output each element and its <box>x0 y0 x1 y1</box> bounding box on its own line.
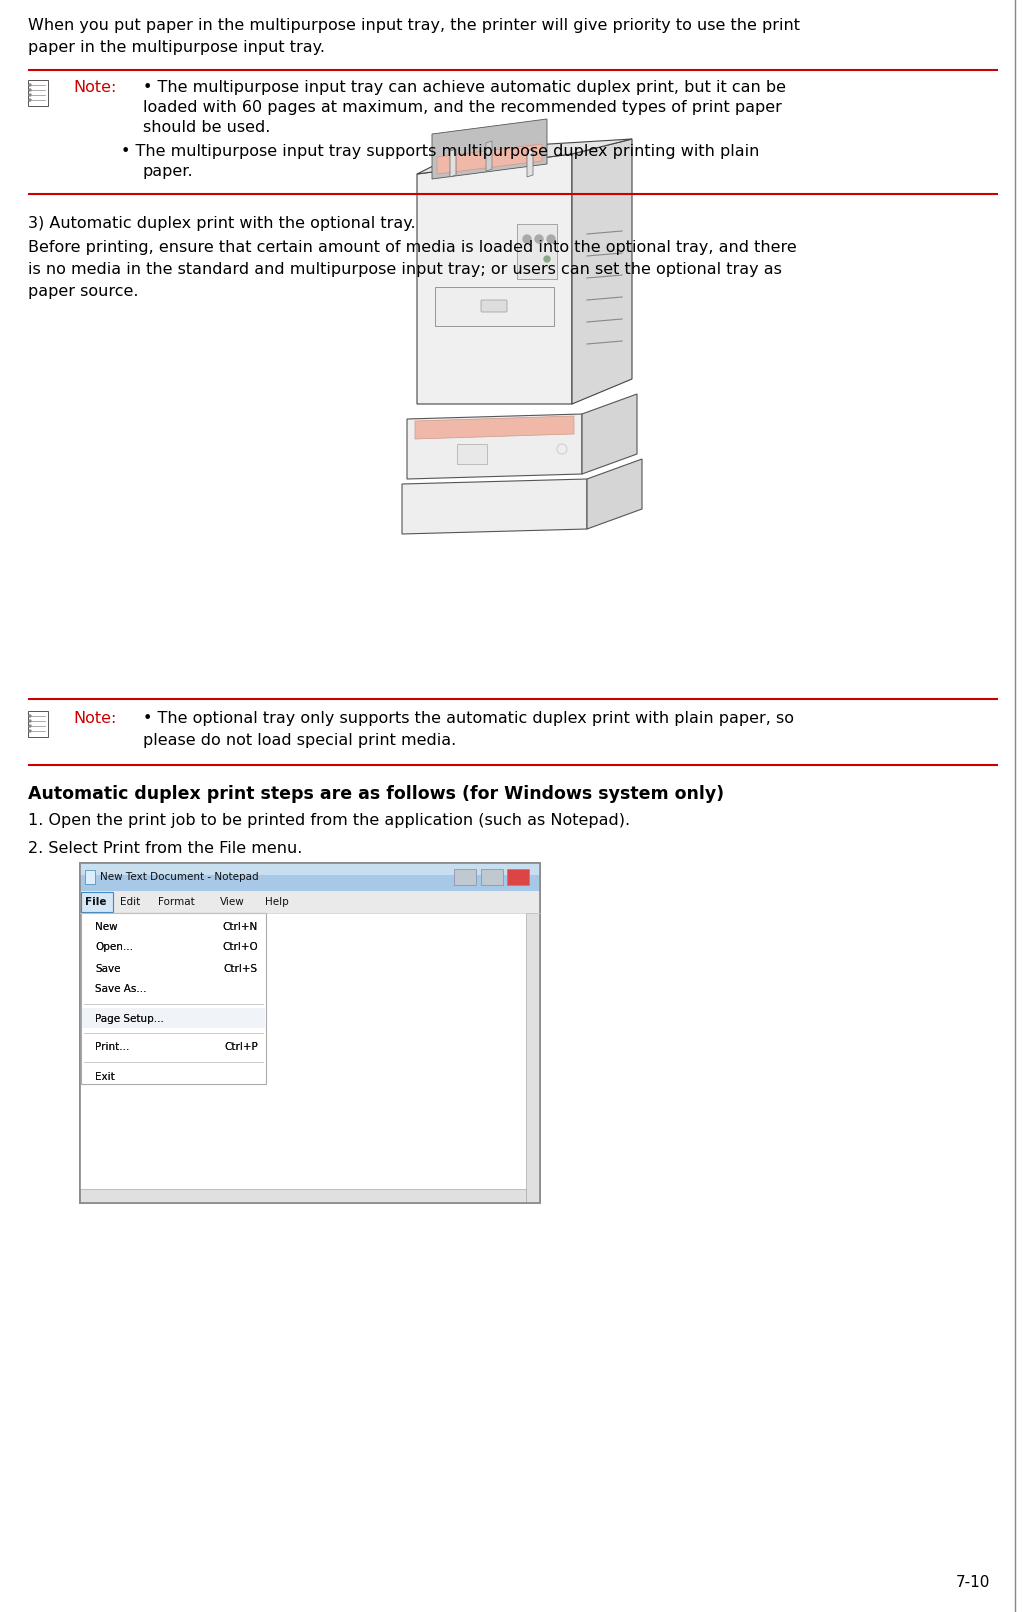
FancyBboxPatch shape <box>457 443 487 464</box>
Circle shape <box>29 98 31 102</box>
Text: 1. Open the print job to be printed from the application (such as Notepad).: 1. Open the print job to be printed from… <box>28 812 630 829</box>
Circle shape <box>29 725 31 727</box>
Text: When you put paper in the multipurpose input tray, the printer will give priorit: When you put paper in the multipurpose i… <box>28 18 800 32</box>
FancyBboxPatch shape <box>28 81 48 106</box>
FancyBboxPatch shape <box>81 912 266 1083</box>
FancyBboxPatch shape <box>435 287 554 326</box>
FancyBboxPatch shape <box>80 862 540 1203</box>
Text: Save: Save <box>95 964 120 974</box>
Circle shape <box>535 235 543 243</box>
Text: 7-10: 7-10 <box>956 1575 990 1589</box>
Text: Open...: Open... <box>95 943 133 953</box>
Text: paper source.: paper source. <box>28 284 139 298</box>
Polygon shape <box>417 155 572 405</box>
Text: should be used.: should be used. <box>143 119 270 135</box>
Polygon shape <box>572 139 632 405</box>
Circle shape <box>29 730 31 732</box>
Text: Note:: Note: <box>73 711 116 725</box>
Text: please do not load special print media.: please do not load special print media. <box>143 733 456 748</box>
Text: View: View <box>220 896 245 908</box>
FancyBboxPatch shape <box>85 870 95 883</box>
Text: Help: Help <box>265 896 289 908</box>
Text: Ctrl+O: Ctrl+O <box>222 943 258 953</box>
Text: Page Setup...: Page Setup... <box>95 1014 163 1024</box>
Circle shape <box>544 256 550 263</box>
Text: loaded with 60 pages at maximum, and the recommended types of print paper: loaded with 60 pages at maximum, and the… <box>143 100 782 114</box>
FancyBboxPatch shape <box>82 1008 265 1028</box>
FancyBboxPatch shape <box>517 224 557 279</box>
Text: Page Setup...: Page Setup... <box>95 1014 163 1024</box>
Polygon shape <box>437 143 542 174</box>
Circle shape <box>29 84 31 85</box>
Text: • The multipurpose input tray supports multipurpose duplex printing with plain: • The multipurpose input tray supports m… <box>121 143 760 160</box>
FancyBboxPatch shape <box>481 869 503 885</box>
Text: Ctrl+P: Ctrl+P <box>224 1043 258 1053</box>
Polygon shape <box>432 119 547 179</box>
Circle shape <box>547 235 555 243</box>
FancyBboxPatch shape <box>82 1008 265 1028</box>
Polygon shape <box>402 479 587 534</box>
FancyBboxPatch shape <box>526 912 540 1203</box>
Polygon shape <box>450 148 456 177</box>
Text: Ctrl+P: Ctrl+P <box>224 1043 258 1053</box>
Circle shape <box>29 93 31 97</box>
Polygon shape <box>582 393 637 474</box>
Text: Before printing, ensure that certain amount of media is loaded into the optional: Before printing, ensure that certain amo… <box>28 240 797 255</box>
Text: Ctrl+N: Ctrl+N <box>223 922 258 932</box>
Text: Automatic duplex print steps are as follows (for Windows system only): Automatic duplex print steps are as foll… <box>28 785 724 803</box>
FancyBboxPatch shape <box>454 869 476 885</box>
Text: Save: Save <box>95 964 120 974</box>
Text: New: New <box>95 922 117 932</box>
Text: Print...: Print... <box>95 1043 130 1053</box>
Circle shape <box>29 721 31 722</box>
Circle shape <box>29 716 31 717</box>
FancyBboxPatch shape <box>507 869 529 885</box>
FancyBboxPatch shape <box>481 300 507 313</box>
Polygon shape <box>587 459 642 529</box>
Text: 2. Select Print from the File menu.: 2. Select Print from the File menu. <box>28 841 302 856</box>
Text: Open...: Open... <box>95 943 133 953</box>
Polygon shape <box>407 414 582 479</box>
Text: • The multipurpose input tray can achieve automatic duplex print, but it can be: • The multipurpose input tray can achiev… <box>143 81 786 95</box>
Polygon shape <box>417 139 632 174</box>
FancyBboxPatch shape <box>81 891 113 912</box>
Text: Edit: Edit <box>120 896 140 908</box>
Text: • The optional tray only supports the automatic duplex print with plain paper, s: • The optional tray only supports the au… <box>143 711 794 725</box>
Text: Ctrl+S: Ctrl+S <box>224 964 258 974</box>
Text: Save As...: Save As... <box>95 985 147 995</box>
FancyBboxPatch shape <box>81 912 266 1083</box>
Text: Save As...: Save As... <box>95 985 147 995</box>
Polygon shape <box>415 416 574 438</box>
FancyBboxPatch shape <box>80 862 540 875</box>
Text: paper in the multipurpose input tray.: paper in the multipurpose input tray. <box>28 40 325 55</box>
Text: Exit: Exit <box>95 1072 115 1082</box>
Text: New Text Document - Notepad: New Text Document - Notepad <box>100 872 259 882</box>
FancyBboxPatch shape <box>28 711 48 737</box>
Text: Ctrl+S: Ctrl+S <box>224 964 258 974</box>
Circle shape <box>29 89 31 90</box>
Polygon shape <box>486 140 492 171</box>
Text: Format: Format <box>158 896 194 908</box>
Text: 3) Automatic duplex print with the optional tray.: 3) Automatic duplex print with the optio… <box>28 216 415 231</box>
Text: Note:: Note: <box>73 81 116 95</box>
Text: Ctrl+O: Ctrl+O <box>222 943 258 953</box>
Circle shape <box>523 235 531 243</box>
Text: Ctrl+N: Ctrl+N <box>223 922 258 932</box>
FancyBboxPatch shape <box>80 1190 526 1203</box>
Polygon shape <box>527 148 533 177</box>
Text: Print...: Print... <box>95 1043 130 1053</box>
Text: paper.: paper. <box>143 164 193 179</box>
Text: New: New <box>95 922 117 932</box>
FancyBboxPatch shape <box>80 891 540 912</box>
FancyBboxPatch shape <box>80 862 540 891</box>
Text: Exit: Exit <box>95 1072 115 1082</box>
FancyBboxPatch shape <box>80 912 540 1203</box>
Text: is no media in the standard and multipurpose input tray; or users can set the op: is no media in the standard and multipur… <box>28 263 782 277</box>
Text: File: File <box>85 896 107 908</box>
